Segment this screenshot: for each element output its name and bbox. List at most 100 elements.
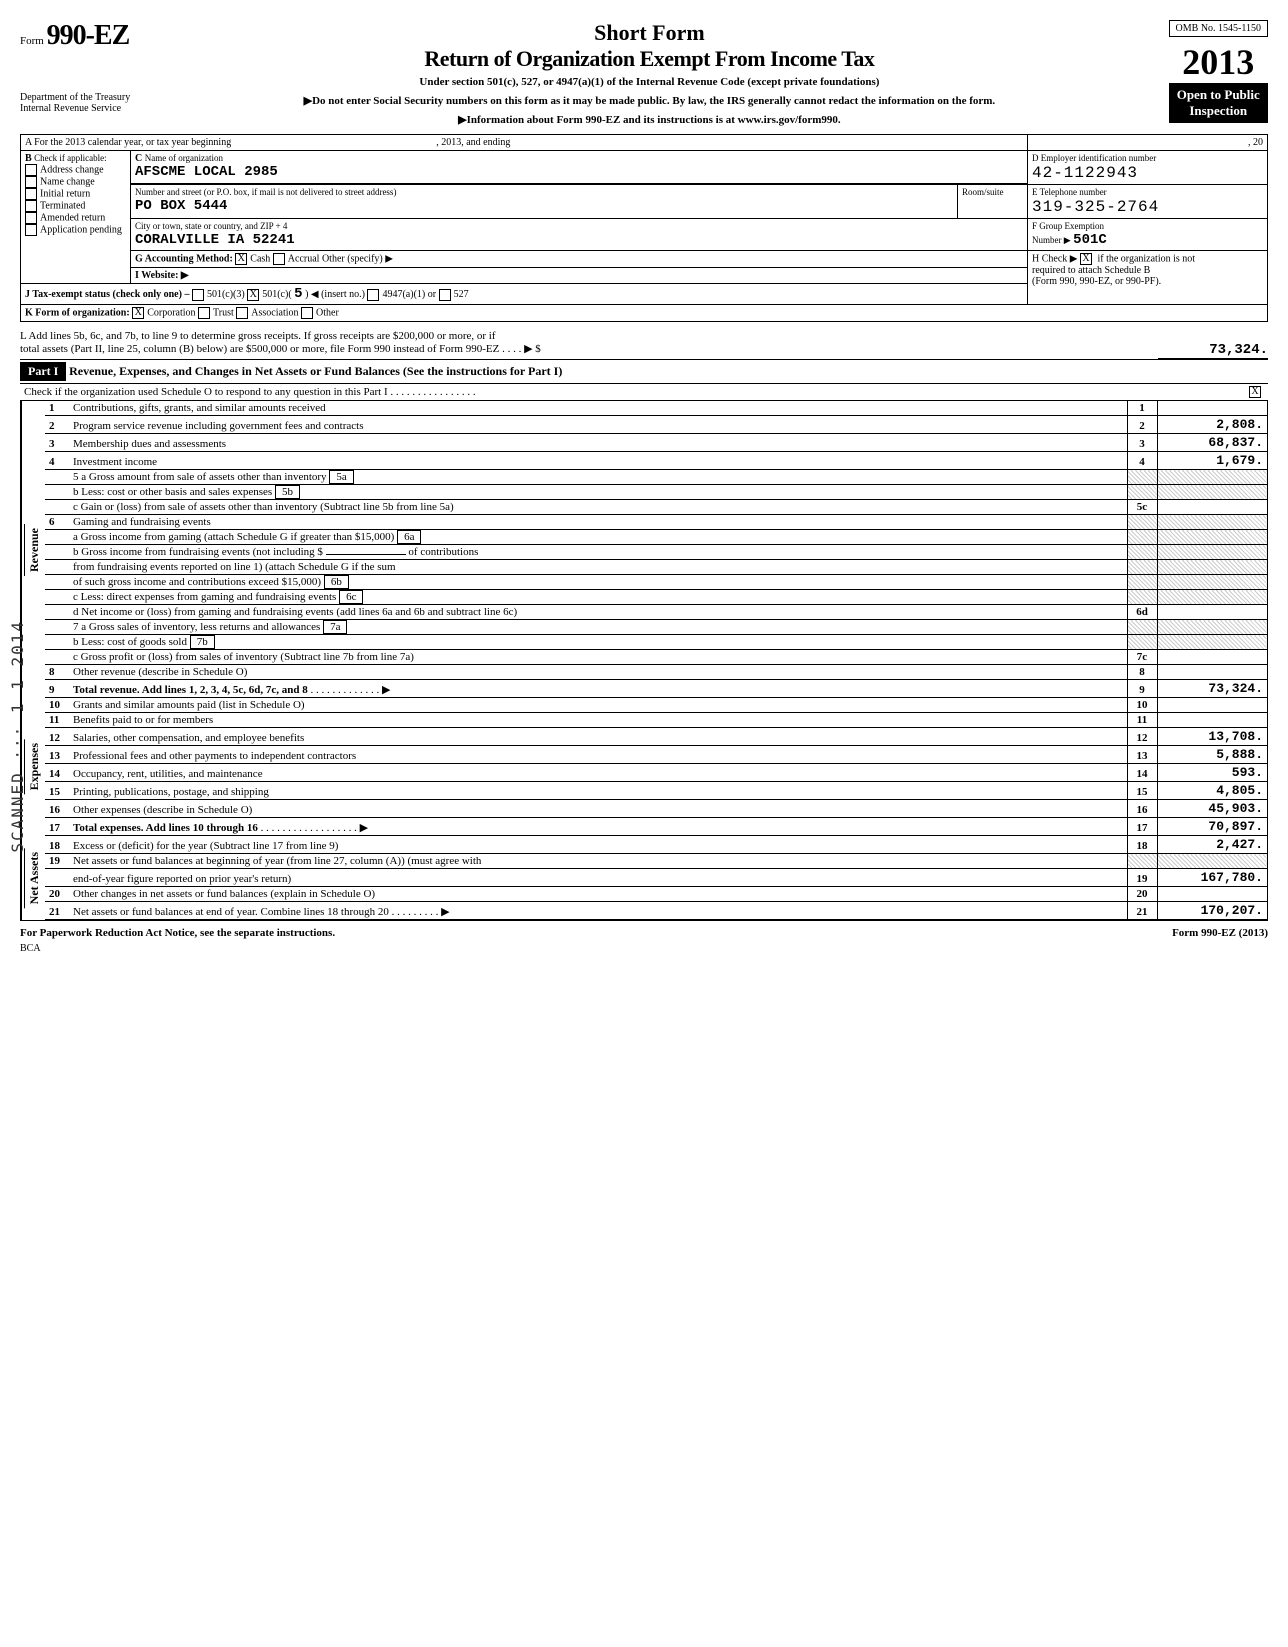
org-name: AFSCME LOCAL 2985 xyxy=(135,164,278,180)
block-i: I Website: ▶ xyxy=(131,268,1028,284)
k-assoc-checkbox[interactable] xyxy=(236,307,248,319)
part1-heading-row: Part I Revenue, Expenses, and Changes in… xyxy=(20,359,1268,384)
block-e: E Telephone number 319-325-2764 xyxy=(1028,185,1268,219)
line-6a: a Gross income from gaming (attach Sched… xyxy=(45,530,1267,545)
check-if-label: Check if applicable: xyxy=(34,153,106,163)
amended-return-checkbox[interactable] xyxy=(25,212,37,224)
k-other-checkbox[interactable] xyxy=(301,307,313,319)
line-l-2: total assets (Part II, line 25, column (… xyxy=(20,343,541,355)
block-b: B Check if applicable: Address change Na… xyxy=(21,151,131,284)
expenses-lines: 10Grants and similar amounts paid (list … xyxy=(45,698,1267,836)
block-c-street: Number and street (or P.O. box, if mail … xyxy=(131,185,958,219)
l6b3-desc: of such gross income and contributions e… xyxy=(73,576,321,588)
other-label: Other (specify) ▶ xyxy=(322,253,393,264)
line-9: 9Total revenue. Add lines 1, 2, 3, 4, 5c… xyxy=(45,680,1267,698)
line-4: 4Investment income41,679. xyxy=(45,452,1267,470)
l7b-desc: b Less: cost of goods sold xyxy=(73,636,187,648)
j-4947-checkbox[interactable] xyxy=(367,289,379,301)
line-7a: 7 a Gross sales of inventory, less retur… xyxy=(45,620,1267,635)
k-trust-checkbox[interactable] xyxy=(198,307,210,319)
cash-label: Cash xyxy=(250,253,270,264)
part1-check-row: Check if the organization used Schedule … xyxy=(20,384,1268,401)
i-label: I Website: ▶ xyxy=(135,270,189,281)
main-title: Return of Organization Exempt From Incom… xyxy=(140,46,1158,72)
part1-check-text: Check if the organization used Schedule … xyxy=(24,386,476,398)
k-corp-checkbox[interactable]: X xyxy=(132,307,144,319)
name-change-label: Name change xyxy=(40,176,95,187)
line-6b1: b Gross income from fundraising events (… xyxy=(45,545,1267,560)
part1-checkbox[interactable]: X xyxy=(1249,386,1261,398)
omb-number: OMB No. 1545-1150 xyxy=(1169,20,1268,37)
name-label: Name of organization xyxy=(145,153,223,163)
block-g: G Accounting Method: XCash Accrual Other… xyxy=(131,251,1028,268)
title-block: Short Form Return of Organization Exempt… xyxy=(140,20,1158,126)
line-16: 16Other expenses (describe in Schedule O… xyxy=(45,800,1267,818)
cash-checkbox[interactable]: X xyxy=(235,253,247,265)
amended-return-label: Amended return xyxy=(40,212,105,223)
footer: For Paperwork Reduction Act Notice, see … xyxy=(20,927,1268,939)
line-17: 17Total expenses. Add lines 10 through 1… xyxy=(45,818,1267,836)
netassets-lines: 18Excess or (deficit) for the year (Subt… xyxy=(45,836,1267,920)
name-change-checkbox[interactable] xyxy=(25,176,37,188)
line-a-text: A For the 2013 calendar year, or tax yea… xyxy=(25,137,231,148)
form-number-block: Form 990-EZ Department of the Treasury I… xyxy=(20,20,130,114)
subtitle-1: Under section 501(c), 527, or 4947(a)(1)… xyxy=(140,76,1158,88)
app-pending-checkbox[interactable] xyxy=(25,224,37,236)
line-12: 12Salaries, other compensation, and empl… xyxy=(45,728,1267,746)
form-header: Form 990-EZ Department of the Treasury I… xyxy=(20,20,1268,126)
l6a-mid: 6a xyxy=(397,530,421,544)
ein-label: D Employer identification number xyxy=(1032,153,1156,163)
line-6d: d Net income or (loss) from gaming and f… xyxy=(45,605,1267,620)
j-c-num: 5 xyxy=(294,286,302,302)
line-5b: b Less: cost or other basis and sales ex… xyxy=(45,485,1267,500)
open-public-2: Inspection xyxy=(1189,103,1247,118)
f-value: 501C xyxy=(1073,232,1107,248)
h-checkbox[interactable]: X xyxy=(1080,253,1092,265)
j-c-checkbox[interactable]: X xyxy=(247,289,259,301)
revenue-section: Revenue 1Contributions, gifts, grants, a… xyxy=(20,401,1268,698)
accrual-checkbox[interactable] xyxy=(273,253,285,265)
block-f: F Group Exemption Number ▶ 501C xyxy=(1028,219,1268,251)
form-prefix: Form xyxy=(20,35,44,47)
footer-mid: BCA xyxy=(20,943,1268,954)
street-label: Number and street (or P.O. box, if mail … xyxy=(135,187,396,197)
l6c-mid: 6c xyxy=(339,590,363,604)
dept-1: Department of the Treasury xyxy=(20,92,130,103)
line-l-1: L Add lines 5b, 6c, and 7b, to line 9 to… xyxy=(20,330,496,342)
netassets-section: Net Assets 18Excess or (deficit) for the… xyxy=(20,836,1268,921)
j-c3-checkbox[interactable] xyxy=(192,289,204,301)
l5b-desc: b Less: cost or other basis and sales ex… xyxy=(73,486,272,498)
footer-left: For Paperwork Reduction Act Notice, see … xyxy=(20,927,335,939)
j-527-checkbox[interactable] xyxy=(439,289,451,301)
line-20: 20Other changes in net assets or fund ba… xyxy=(45,887,1267,902)
line-6b2: from fundraising events reported on line… xyxy=(45,560,1267,575)
address-change-label: Address change xyxy=(40,164,104,175)
c-label: C xyxy=(135,153,142,164)
l6c-desc: c Less: direct expenses from gaming and … xyxy=(73,591,336,603)
initial-return-label: Initial return xyxy=(40,188,90,199)
line-15: 15Printing, publications, postage, and s… xyxy=(45,782,1267,800)
initial-return-checkbox[interactable] xyxy=(25,188,37,200)
terminated-label: Terminated xyxy=(40,200,85,211)
header-grid: A For the 2013 calendar year, or tax yea… xyxy=(20,134,1268,322)
block-d: D Employer identification number 42-1122… xyxy=(1028,151,1268,185)
street-value: PO BOX 5444 xyxy=(135,198,227,214)
phone-label: E Telephone number xyxy=(1032,187,1107,197)
part1-title: Part I xyxy=(20,362,66,381)
h-line1b: if the organization is not xyxy=(1097,253,1195,264)
revenue-label: Revenue xyxy=(24,524,44,576)
line-5c: c Gain or (loss) from sale of assets oth… xyxy=(45,500,1267,515)
l21-desc: Net assets or fund balances at end of ye… xyxy=(73,906,389,918)
h-line2: required to attach Schedule B xyxy=(1032,265,1150,276)
line-14: 14Occupancy, rent, utilities, and mainte… xyxy=(45,764,1267,782)
line-a-20: , 20 xyxy=(1028,135,1268,151)
k-trust: Trust xyxy=(213,307,234,318)
line-6b3: of such gross income and contributions e… xyxy=(45,575,1267,590)
warning-text: ▶Do not enter Social Security numbers on… xyxy=(140,94,1158,107)
line-21: 21Net assets or fund balances at end of … xyxy=(45,902,1267,920)
short-form-label: Short Form xyxy=(140,20,1158,46)
line-19a: 19Net assets or fund balances at beginni… xyxy=(45,854,1267,869)
terminated-checkbox[interactable] xyxy=(25,200,37,212)
address-change-checkbox[interactable] xyxy=(25,164,37,176)
j-label: J Tax-exempt status (check only one) – xyxy=(25,289,189,300)
